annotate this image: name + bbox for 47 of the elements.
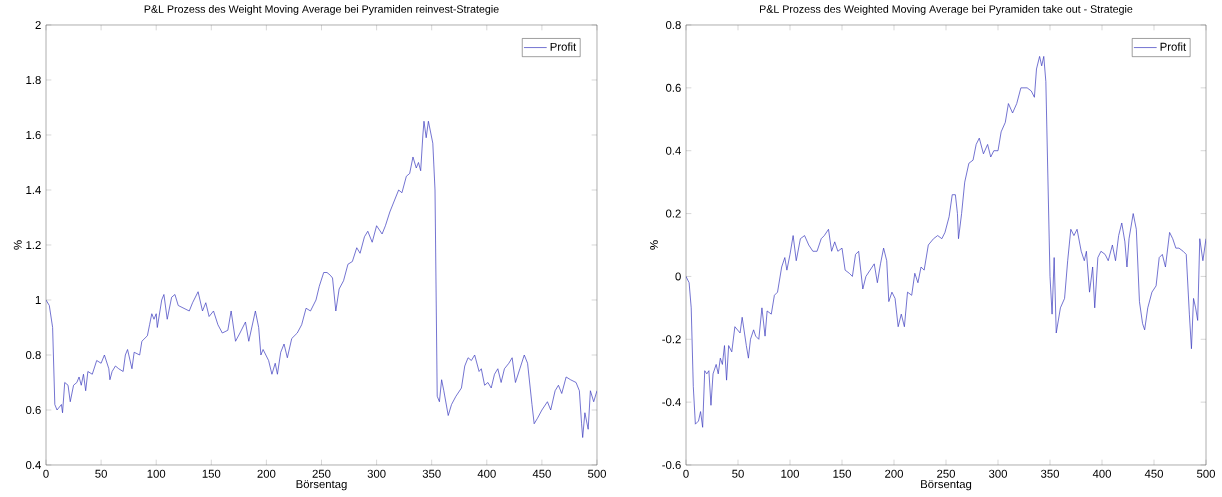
x-tick-label: 0 (43, 469, 49, 478)
x-tick-label: 300 (367, 469, 386, 478)
chart-title: P&L Prozess des Weighted Moving Average bei Pyramiden take out - Strategie (760, 5, 1133, 15)
y-tick-label: 0.4 (25, 461, 41, 470)
legend-label: Profit (1160, 42, 1187, 51)
y-tick-label: 2 (35, 21, 41, 29)
y-tick-label: 0.8 (665, 20, 681, 29)
y-tick-label: 0.6 (25, 406, 41, 415)
x-tick-label: 300 (988, 469, 1008, 478)
x-axis-title: Börsentag (921, 480, 972, 491)
y-axis-title: % (13, 240, 22, 250)
x-axis-title: Börsentag (296, 480, 347, 491)
x-tick-label: 250 (937, 469, 956, 478)
x-tick-label: 200 (257, 469, 276, 478)
y-tick-label: 0.8 (25, 351, 41, 360)
y-tick-label: -0.6 (662, 461, 681, 470)
x-tick-label: 0 (683, 469, 689, 478)
x-tick-label: 350 (1040, 469, 1060, 478)
x-tick-label: 100 (147, 469, 166, 478)
y-tick-label: 1.8 (26, 76, 41, 84)
y-tick-label: 1.2 (26, 241, 41, 249)
y-tick-label: 0.4 (665, 146, 681, 155)
x-tick-label: 50 (95, 469, 107, 478)
x-tick-label: 400 (477, 469, 496, 478)
x-tick-label: 100 (781, 469, 800, 478)
y-tick-label: -0.2 (662, 335, 681, 344)
y-tick-label: 0.6 (665, 83, 681, 92)
y-tick-label: 1.4 (26, 186, 41, 194)
legend-label: Profit (550, 42, 577, 51)
x-tick-label: 450 (1144, 469, 1164, 478)
x-tick-label: 350 (422, 469, 441, 478)
x-tick-label: 500 (588, 469, 606, 478)
y-tick-label: 0 (675, 272, 681, 281)
y-tick-label: -0.4 (662, 398, 681, 407)
x-tick-label: 250 (312, 469, 331, 478)
x-tick-label: 400 (1092, 469, 1112, 478)
chart-title: P&L Prozess des Weight Moving Average bei Pyramiden reinvest-Strategie (144, 5, 499, 15)
y-axis-title: % (650, 240, 658, 250)
y-tick-label: 0.2 (665, 209, 681, 218)
x-tick-label: 500 (1197, 469, 1216, 478)
x-tick-label: 50 (732, 469, 744, 478)
x-tick-label: 150 (202, 469, 221, 478)
y-tick-label: 1.6 (26, 131, 41, 140)
y-tick-label: 1 (35, 296, 41, 304)
x-tick-label: 150 (833, 469, 852, 478)
x-tick-label: 450 (532, 469, 551, 478)
x-tick-label: 200 (885, 469, 904, 478)
